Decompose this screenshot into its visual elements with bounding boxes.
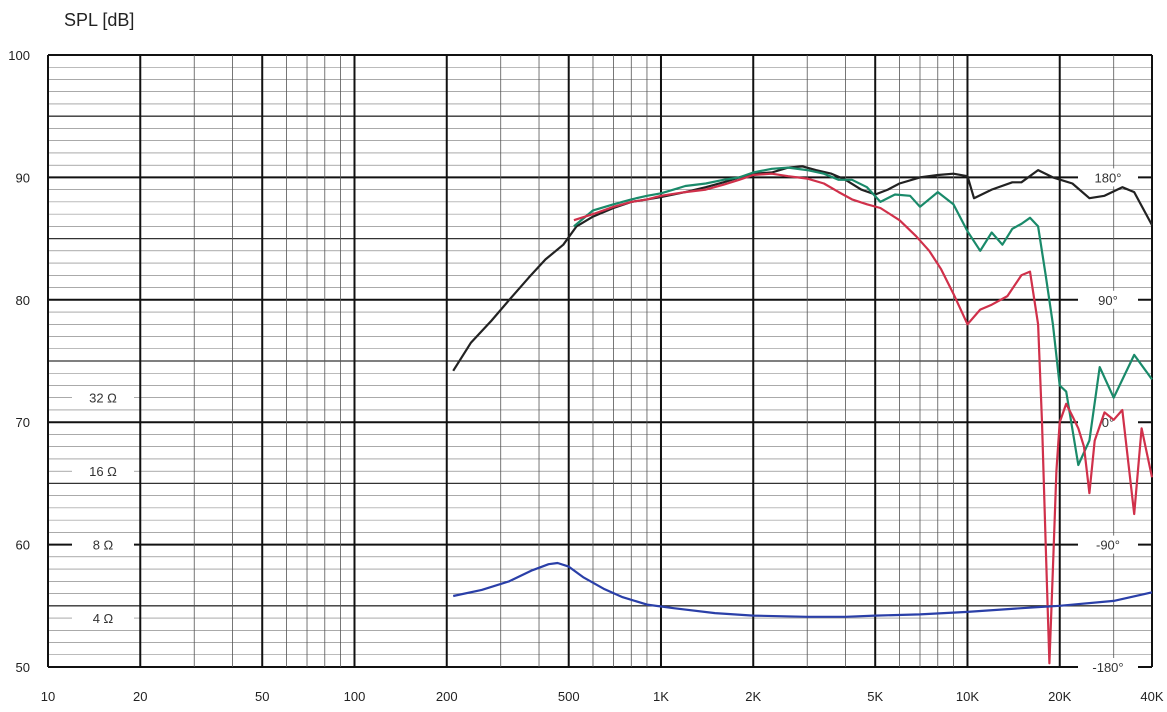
y-tick-labels: 50 60 70 80 90 100 — [8, 48, 30, 675]
phase-label-bg — [1078, 658, 1138, 676]
impedance-label-bg — [72, 609, 134, 628]
phase-label: -180° — [1092, 660, 1123, 675]
series-line-0 — [452, 165, 1153, 372]
x-tick-label: 50 — [255, 689, 269, 704]
series-line-2 — [573, 172, 1154, 665]
x-tick-label: 10 — [41, 689, 55, 704]
series-line-3 — [452, 561, 1153, 618]
x-tick-label: 2K — [745, 689, 761, 704]
impedance-label: 4 Ω — [93, 611, 114, 626]
x-tick-label: 500 — [558, 689, 580, 704]
x-tick-label: 5K — [867, 689, 883, 704]
series-line-1 — [573, 166, 1153, 467]
y-tick-label: 100 — [8, 48, 30, 63]
phase-label-bg — [1078, 290, 1138, 309]
impedance-label-bg — [72, 462, 134, 481]
phase-label: 180° — [1095, 170, 1122, 185]
impedance-label-bg — [72, 535, 134, 554]
impedance-label: 16 Ω — [89, 464, 117, 479]
phase-label-bg — [1078, 535, 1138, 554]
x-tick-label: 200 — [436, 689, 458, 704]
phase-label: -90° — [1096, 538, 1120, 553]
x-tick-label: 40K — [1140, 689, 1163, 704]
impedance-label: 8 Ω — [93, 538, 114, 553]
x-tick-labels: 10 20 50 100 200 500 1K 2K 5K 10K 20K 40K — [41, 689, 1164, 704]
phase-label-bg — [1078, 168, 1138, 187]
series-lines — [452, 165, 1154, 665]
x-tick-label: 1K — [653, 689, 669, 704]
plot-grid — [47, 54, 1153, 668]
y-tick-label: 90 — [16, 170, 30, 185]
y-tick-label: 60 — [16, 538, 30, 553]
x-tick-label: 20 — [133, 689, 147, 704]
y-tick-label: 80 — [16, 293, 30, 308]
impedance-label-bg — [72, 388, 134, 407]
phase-axis: 180°90°0°-90°-180° — [1078, 168, 1138, 676]
impedance-label: 32 Ω — [89, 391, 117, 406]
x-tick-label: 100 — [344, 689, 366, 704]
y-tick-label: 70 — [16, 415, 30, 430]
x-tick-label: 20K — [1048, 689, 1071, 704]
y-tick-label: 50 — [16, 660, 30, 675]
y-unit-label: SPL [dB] — [64, 10, 134, 30]
phase-label: 90° — [1098, 293, 1118, 308]
x-tick-label: 10K — [956, 689, 979, 704]
impedance-axis: 32 Ω 16 Ω 8 Ω 4 Ω — [72, 388, 134, 628]
